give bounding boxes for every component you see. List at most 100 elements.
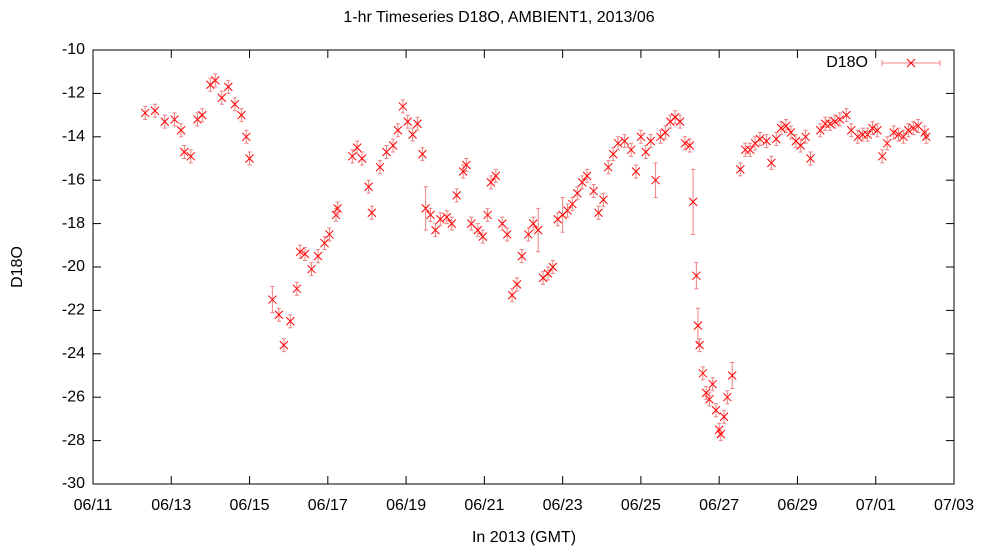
data-point: [894, 130, 903, 139]
data-point: [613, 138, 623, 148]
y-tick-label: -20: [62, 258, 85, 275]
data-point: [483, 210, 492, 220]
data-point: [426, 210, 435, 220]
x-tick-label: 07/01: [856, 497, 896, 514]
y-tick-label: -28: [62, 432, 85, 449]
data-point: [347, 151, 357, 161]
data-point: [245, 154, 254, 163]
data-point: [646, 136, 656, 146]
data-point: [921, 132, 931, 142]
data-point: [767, 158, 776, 168]
data-point: [745, 145, 755, 155]
data-point: [568, 199, 577, 209]
data-point: [680, 138, 690, 148]
x-tick-label: 06/29: [777, 497, 817, 514]
data-point: [594, 208, 603, 218]
data-point: [279, 340, 289, 350]
data-point: [393, 125, 403, 135]
data-point: [307, 264, 316, 274]
data-point: [421, 204, 431, 213]
data-point: [186, 151, 196, 161]
data-point: [241, 132, 251, 142]
data-point: [333, 204, 342, 213]
data-point: [719, 412, 729, 422]
data-point: [796, 141, 806, 150]
data-point: [863, 130, 872, 139]
data-point: [512, 280, 522, 289]
y-tick-label: -10: [62, 41, 85, 58]
data-point: [367, 208, 377, 218]
data-point: [524, 230, 533, 239]
x-tick-label: 06/25: [621, 497, 661, 514]
data-point: [806, 154, 815, 163]
data-point: [877, 151, 887, 161]
data-point: [507, 290, 517, 300]
data-point: [705, 395, 714, 404]
legend-marker: [906, 58, 916, 68]
data-point: [375, 162, 385, 172]
data-point: [781, 121, 791, 131]
data-point: [716, 429, 726, 439]
y-tick-label: -12: [62, 85, 85, 102]
data-point: [830, 117, 840, 126]
data-point: [835, 115, 845, 124]
data-point: [285, 316, 295, 326]
y-tick-label: -26: [62, 388, 85, 405]
data-point: [223, 82, 233, 92]
data-point: [661, 128, 670, 137]
data-point: [582, 171, 592, 181]
data-point: [698, 368, 708, 378]
x-tick-label: 06/19: [386, 497, 426, 514]
data-point: [452, 191, 461, 200]
data-point: [447, 219, 457, 228]
data-point: [736, 164, 745, 174]
y-tick-label: -24: [62, 345, 85, 362]
y-tick-label: -30: [62, 475, 85, 492]
data-point: [176, 125, 186, 135]
data-point: [418, 149, 427, 159]
data-point: [651, 175, 660, 185]
data-point: [722, 392, 732, 402]
data-point: [708, 379, 718, 389]
data-point: [641, 147, 651, 157]
data-point: [825, 119, 835, 129]
data-point: [292, 284, 302, 294]
data-point: [502, 230, 512, 239]
data-point: [150, 106, 160, 116]
data-point: [786, 128, 796, 137]
data-point: [755, 134, 765, 144]
data-point: [685, 141, 695, 150]
data-point: [711, 405, 721, 415]
data-point: [478, 232, 488, 241]
data-point: [403, 117, 413, 126]
y-axis-label: D18O: [9, 246, 26, 288]
data-point: [543, 269, 553, 278]
data-point: [908, 123, 918, 133]
data-point: [408, 130, 417, 139]
data-point: [497, 219, 507, 228]
data-point: [473, 225, 483, 235]
data-point: [599, 195, 608, 205]
data-point: [533, 225, 543, 235]
data-point: [431, 225, 440, 235]
chart-title: 1-hr Timeseries D18O, AMBIENT1, 2013/06: [343, 9, 654, 26]
data-point: [589, 186, 598, 196]
y-tick-label: -22: [62, 302, 85, 319]
data-point: [217, 93, 227, 103]
data-point: [268, 295, 277, 304]
data-point: [882, 138, 892, 148]
data-point: [517, 251, 527, 261]
data-point: [727, 371, 737, 380]
y-tick-label: -14: [62, 128, 85, 145]
data-point: [300, 249, 310, 259]
x-tick-label: 06/27: [699, 497, 739, 514]
data-point: [776, 123, 786, 133]
data-point: [701, 388, 711, 398]
data-point: [364, 182, 373, 192]
data-point: [572, 188, 582, 198]
data-point: [620, 136, 629, 146]
data-point: [442, 212, 452, 222]
data-point: [762, 136, 771, 146]
data-point: [548, 262, 558, 272]
data-point: [320, 238, 329, 248]
